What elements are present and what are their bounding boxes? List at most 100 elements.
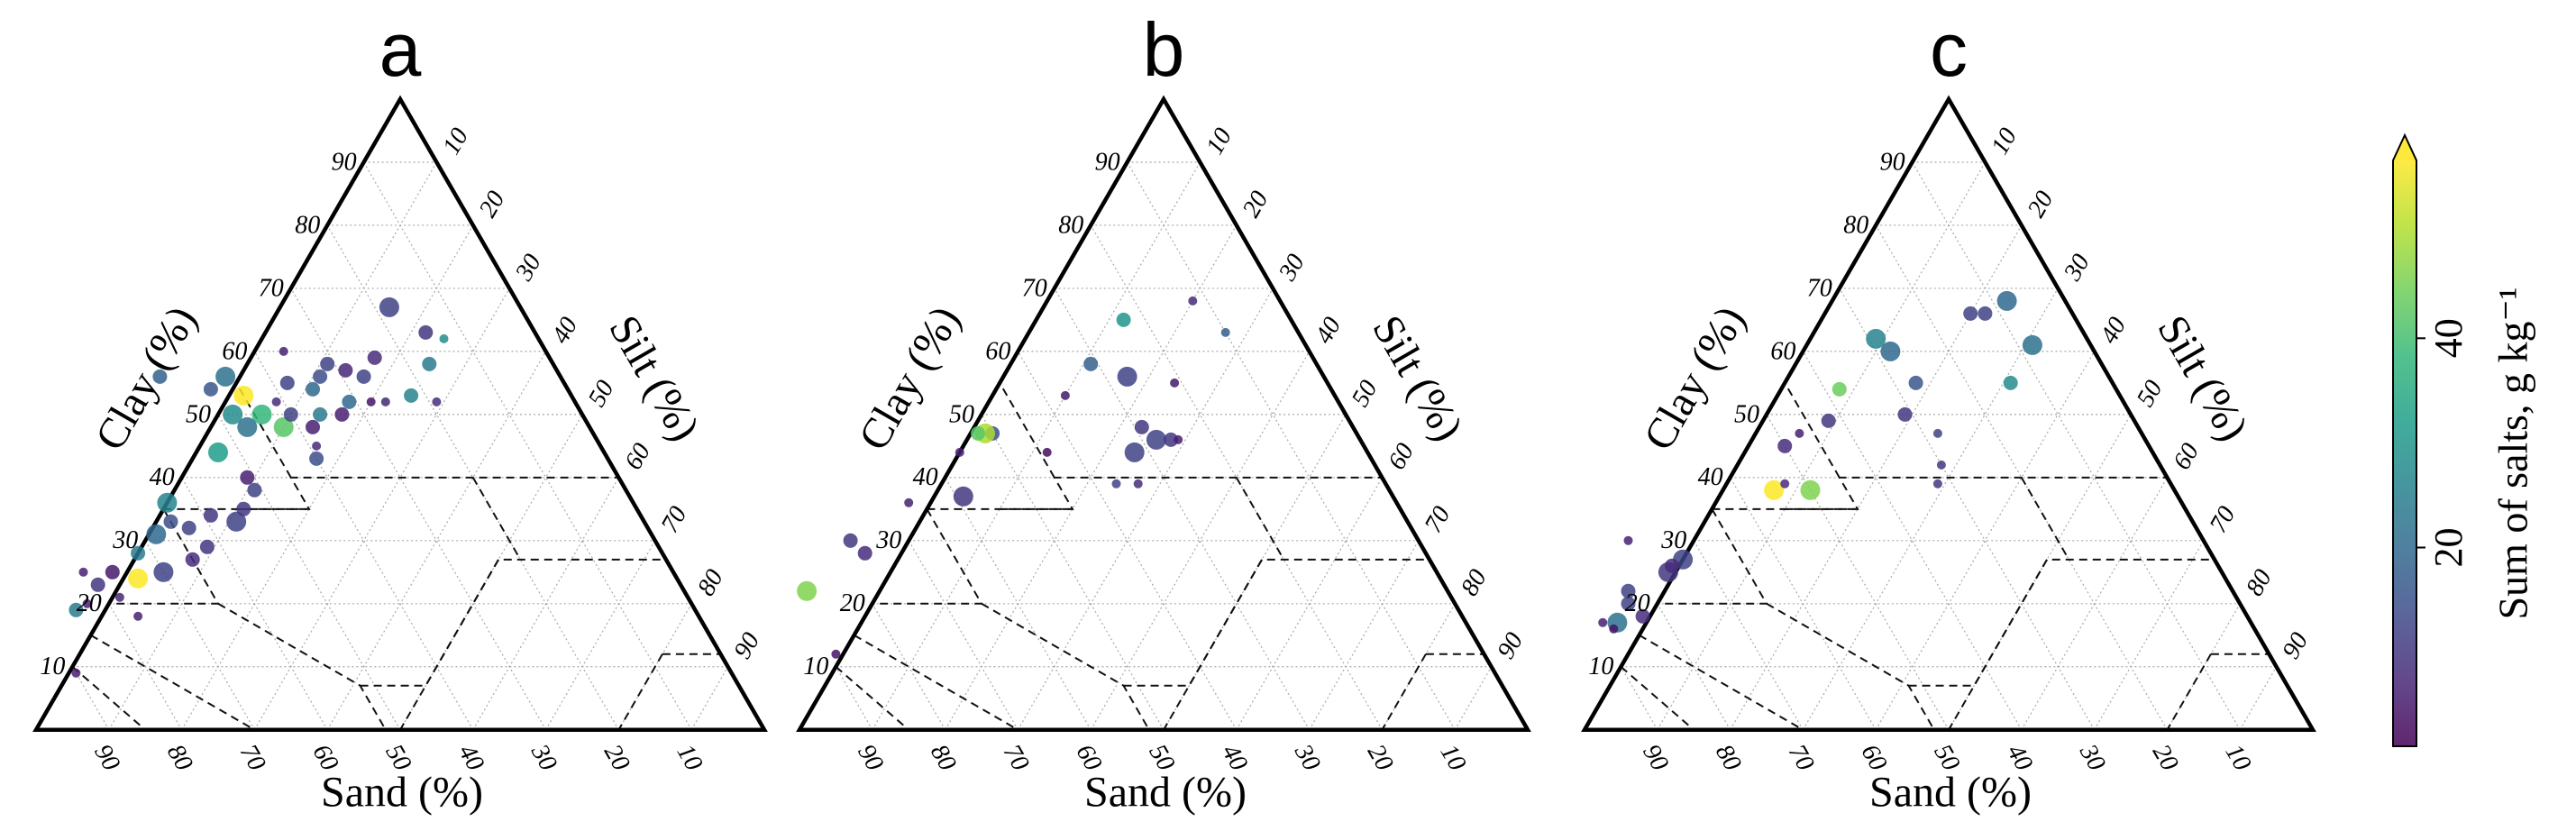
silt-tick-label: 50	[1347, 376, 1384, 412]
data-point	[1164, 432, 1179, 447]
silt-axis-title: Silt (%)	[2148, 307, 2257, 449]
triangle-outline	[796, 95, 1531, 732]
texture-class-boundary	[981, 602, 1150, 731]
texture-class-boundary	[1381, 653, 1427, 731]
texture-class-boundary	[835, 666, 909, 731]
data-point	[69, 602, 84, 617]
data-point	[157, 492, 178, 513]
gridline	[1839, 288, 2096, 731]
gridline	[2021, 477, 2168, 731]
texture-class-boundary	[617, 653, 663, 731]
data-point	[379, 297, 399, 317]
clay-tick-label: 90	[1095, 148, 1120, 176]
data-point	[283, 406, 298, 422]
gridline	[1017, 351, 1238, 731]
gridline	[872, 603, 946, 731]
data-point	[90, 577, 105, 592]
data-point	[313, 406, 328, 422]
gridline	[1657, 161, 1986, 731]
data-point	[279, 346, 288, 356]
data-point	[1134, 419, 1149, 434]
data-point	[1832, 381, 1847, 397]
data-point	[152, 369, 168, 384]
gridline	[363, 161, 692, 731]
data-point	[313, 369, 328, 384]
clay-tick-label: 60	[985, 337, 1010, 365]
data-point	[439, 333, 449, 343]
silt-axis-title: Silt (%)	[1363, 307, 1472, 449]
texture-class-boundary	[1163, 559, 1263, 731]
gridline	[1236, 477, 1383, 731]
data-point	[223, 404, 243, 425]
data-point	[380, 397, 390, 406]
data-point	[366, 397, 376, 406]
sand-tick-label: 80	[161, 740, 198, 776]
clay-tick-label: 50	[186, 400, 211, 428]
clay-tick-label: 30	[112, 526, 138, 554]
silt-tick-label: 60	[1383, 439, 1420, 475]
texture-class-boundary	[1785, 476, 2168, 510]
clay-tick-label: 60	[222, 337, 247, 365]
silt-tick-label: 30	[509, 250, 546, 287]
data-point	[955, 447, 964, 457]
data-point	[208, 442, 228, 462]
silt-tick-label: 40	[2095, 313, 2132, 349]
data-point	[342, 394, 357, 409]
clay-tick-label: 20	[1625, 589, 1650, 617]
data-point	[1621, 596, 1636, 611]
texture-class-boundary	[872, 508, 983, 605]
clay-tick-label: 40	[1698, 463, 1723, 491]
data-point	[1821, 413, 1836, 428]
clay-tick-label: 40	[913, 463, 938, 491]
texture-class-boundary	[1000, 476, 1383, 510]
gridline	[1912, 161, 2241, 731]
data-point	[1780, 479, 1790, 488]
data-point	[1764, 479, 1785, 500]
data-point	[1083, 356, 1099, 371]
silt-tick-label: 30	[1273, 250, 1310, 287]
data-point	[418, 324, 434, 340]
data-point	[1124, 442, 1145, 462]
data-point	[1117, 366, 1137, 387]
texture-class-boundary	[854, 634, 1019, 731]
silt-tick-label: 20	[1238, 187, 1274, 223]
texture-class-boundary	[90, 634, 255, 731]
texture-class-boundary	[999, 382, 1055, 479]
data-point	[128, 568, 149, 589]
gridline	[545, 540, 656, 731]
gridline	[1766, 414, 1950, 731]
data-point	[131, 545, 146, 561]
data-point	[163, 514, 178, 529]
data-point	[1635, 608, 1650, 624]
data-point	[153, 562, 174, 582]
clay-tick-label: 80	[1843, 211, 1868, 239]
data-point	[1866, 328, 1886, 349]
data-point	[334, 406, 350, 422]
gridline	[908, 540, 1019, 731]
data-point	[71, 668, 81, 678]
gridline	[872, 161, 1201, 731]
silt-tick-label: 60	[2168, 439, 2205, 475]
data-point	[236, 501, 251, 516]
sand-tick-label: 90	[852, 740, 889, 776]
gridline	[290, 288, 547, 731]
clay-axis-title: Clay (%)	[850, 298, 970, 459]
data-point	[82, 598, 92, 608]
silt-tick-label: 70	[1420, 502, 1457, 538]
data-point	[367, 350, 382, 365]
panel-label: c	[1930, 7, 1968, 92]
sand-tick-label: 20	[1362, 740, 1399, 776]
data-point	[356, 369, 371, 384]
data-point	[1146, 429, 1166, 450]
gridline	[181, 477, 328, 731]
data-point	[1220, 327, 1230, 337]
gridline	[1127, 161, 1456, 731]
data-point	[1932, 479, 1942, 488]
data-point	[1042, 447, 1052, 457]
gridline	[981, 414, 1165, 731]
data-point	[1060, 390, 1070, 400]
gridline	[2239, 666, 2278, 731]
clay-axis-title: Clay (%)	[87, 298, 206, 459]
sand-tick-label: 70	[998, 740, 1035, 776]
